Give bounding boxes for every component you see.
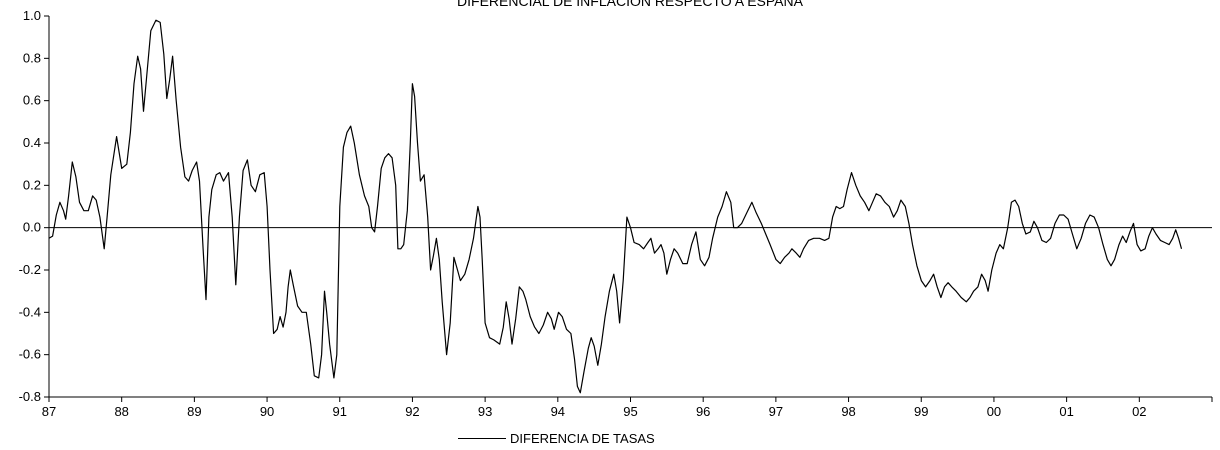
x-tick-label: 88 [114,404,128,419]
y-tick-label: -0.6 [19,347,41,362]
y-tick-label: 1.0 [23,8,41,23]
x-tick-label: 92 [405,404,419,419]
legend: DIFERENCIA DE TASAS [458,429,655,447]
x-tick-label: 02 [1132,404,1146,419]
x-tick-label: 90 [260,404,274,419]
series-group [48,19,1183,394]
y-tick-label: 0.4 [23,135,41,150]
x-tick-label: 97 [769,404,783,419]
x-tick-label: 95 [623,404,637,419]
y-tick-label: -0.2 [19,262,41,277]
legend-label: DIFERENCIA DE TASAS [510,430,655,446]
y-tick-label: 0.0 [23,220,41,235]
x-tick-label: 99 [914,404,928,419]
legend-swatch [458,437,506,439]
y-tick-label: 0.2 [23,177,41,192]
x-tick-label: 00 [987,404,1001,419]
axes-group [48,16,1212,398]
x-tick-label: 96 [696,404,710,419]
x-tick-label: 93 [478,404,492,419]
y-tick-label: -0.4 [19,304,41,319]
x-tick-label: 87 [42,404,56,419]
chart-title: DIFERENCIAL DE INFLACIÓN RESPECTO A ESPA… [457,0,803,9]
x-tick-label: 91 [333,404,347,419]
x-tick-label: 01 [1059,404,1073,419]
y-axis-ticks: 1.0 0.8 0.6 0.4 0.2 0.0 -0.2 -0.4 -0.6 -0.8 [19,8,49,404]
y-tick-label: -0.8 [19,389,41,404]
x-tick-label: 98 [841,404,855,419]
x-tick-label: 89 [187,404,201,419]
y-tick-label: 0.8 [23,50,41,65]
y-tick-label: 0.6 [23,93,41,108]
x-tick-label: 94 [551,404,565,419]
x-axis-ticks: 87 88 89 90 91 92 93 94 95 96 97 98 99 00 01 02 [42,397,1213,419]
series-line [48,19,1183,394]
